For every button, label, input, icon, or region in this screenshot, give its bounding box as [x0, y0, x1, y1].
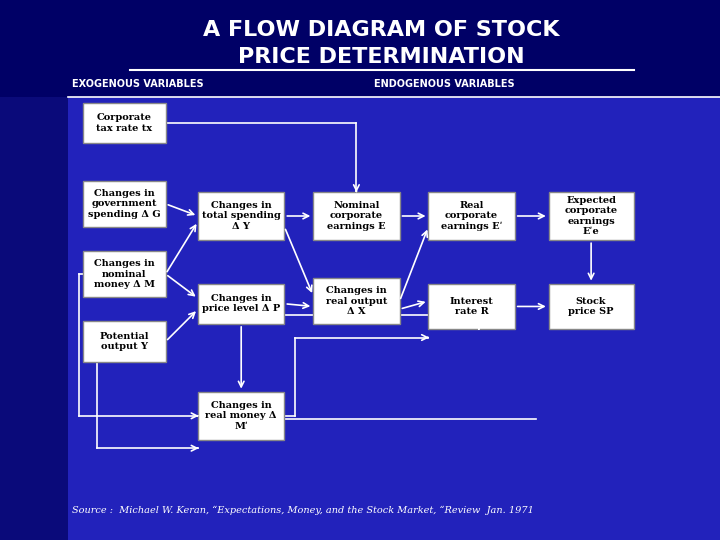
- FancyBboxPatch shape: [549, 284, 634, 329]
- Text: Stock
price SP: Stock price SP: [568, 297, 614, 316]
- Text: EXOGENOUS VARIABLES: EXOGENOUS VARIABLES: [72, 79, 204, 89]
- Text: Corporate
tax rate tx: Corporate tax rate tx: [96, 113, 152, 132]
- FancyBboxPatch shape: [83, 181, 166, 227]
- Text: Changes in
real output
Δ X: Changes in real output Δ X: [325, 286, 387, 316]
- Text: Nominal
corporate
earnings E: Nominal corporate earnings E: [327, 201, 386, 231]
- Text: Expected
corporate
earnings
Eʹe: Expected corporate earnings Eʹe: [564, 196, 618, 236]
- FancyBboxPatch shape: [198, 392, 284, 440]
- FancyBboxPatch shape: [549, 192, 634, 240]
- Text: ENDOGENOUS VARIABLES: ENDOGENOUS VARIABLES: [374, 79, 515, 89]
- Text: Changes in
price level Δ P: Changes in price level Δ P: [202, 294, 280, 313]
- Text: Changes in
total spending
Δ Y: Changes in total spending Δ Y: [202, 201, 281, 231]
- Text: Changes in
nominal
money Δ M: Changes in nominal money Δ M: [94, 259, 155, 289]
- FancyBboxPatch shape: [313, 192, 400, 240]
- Bar: [0, 0, 720, 97]
- FancyBboxPatch shape: [313, 278, 400, 324]
- Text: Potential
output Y: Potential output Y: [99, 332, 149, 351]
- FancyBboxPatch shape: [428, 284, 515, 329]
- Text: Changes in
real money Δ
Mʹ: Changes in real money Δ Mʹ: [205, 401, 277, 431]
- Text: Changes in
government
spending Δ G: Changes in government spending Δ G: [88, 189, 161, 219]
- Text: Interest
rate R: Interest rate R: [450, 297, 493, 316]
- FancyBboxPatch shape: [83, 251, 166, 297]
- Text: Real
corporate
earnings Eʹ: Real corporate earnings Eʹ: [441, 201, 503, 231]
- Text: Source :  Michael W. Keran, “Expectations, Money, and the Stock Market, “Review : Source : Michael W. Keran, “Expectations…: [72, 505, 534, 515]
- FancyBboxPatch shape: [198, 192, 284, 240]
- Bar: [0, 0, 68, 540]
- FancyBboxPatch shape: [83, 321, 166, 362]
- Text: A FLOW DIAGRAM OF STOCK: A FLOW DIAGRAM OF STOCK: [203, 19, 560, 40]
- FancyBboxPatch shape: [428, 192, 515, 240]
- FancyBboxPatch shape: [198, 284, 284, 324]
- Text: PRICE DETERMINATION: PRICE DETERMINATION: [238, 46, 525, 67]
- FancyBboxPatch shape: [83, 103, 166, 143]
